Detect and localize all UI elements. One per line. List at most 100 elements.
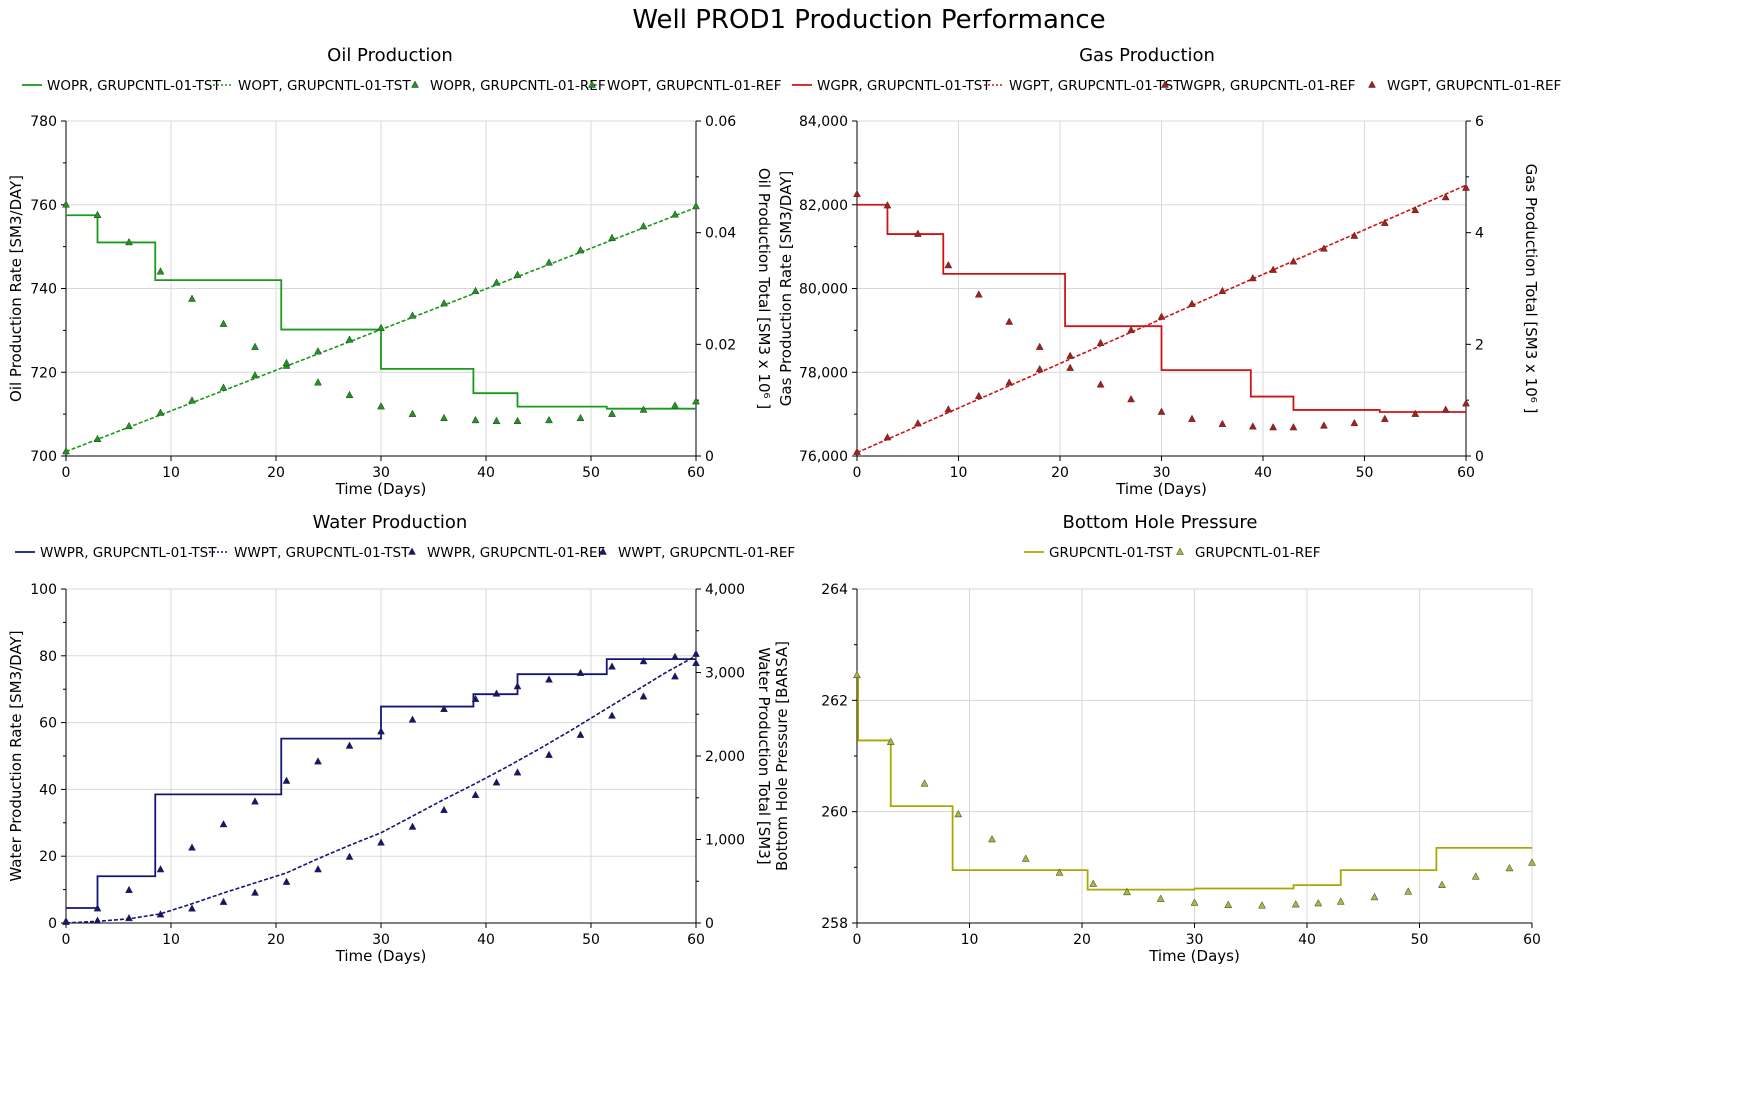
gas-legend-swatch xyxy=(1161,80,1169,88)
gas-data-point xyxy=(1441,405,1450,413)
bhp-data-point xyxy=(1190,898,1199,906)
gas-legend-label: WGPR, GRUPCNTL-01-TST xyxy=(817,78,991,94)
oil-data-point xyxy=(408,409,417,417)
gas-data-point xyxy=(883,201,892,209)
water-legend-label: WWPT, GRUPCNTL-01-REF xyxy=(618,545,795,561)
gas-y-tick-label: 80,000 xyxy=(799,282,848,298)
gas-legend-entry: WGPR, GRUPCNTL-01-REF xyxy=(1161,78,1355,94)
gas-data-point xyxy=(974,290,983,298)
gas-data-point xyxy=(1066,363,1075,371)
bhp-x-tick-label: 40 xyxy=(1298,932,1316,948)
water-legend-label: WWPT, GRUPCNTL-01-TST xyxy=(234,545,410,561)
oil-y-axis-label: Oil Production Rate [SM3/DAY] xyxy=(7,175,25,402)
oil-x-axis-label: Time (Days) xyxy=(335,480,427,498)
bhp-plot-area xyxy=(853,670,1536,909)
water-data-point xyxy=(440,805,448,814)
oil-data-point xyxy=(156,408,165,416)
gas-data-point xyxy=(1380,218,1389,226)
gas-data-point xyxy=(1319,421,1328,429)
water-y2-tick-label: 2,000 xyxy=(705,749,745,765)
oil-legend-label: WOPR, GRUPCNTL-01-TST xyxy=(47,78,221,94)
water-data-point xyxy=(471,694,480,702)
gas-data-point xyxy=(974,391,983,400)
gas-x-tick-label: 60 xyxy=(1457,465,1475,481)
bhp-data-point xyxy=(1123,887,1131,896)
bhp-data-point xyxy=(1404,887,1413,895)
gas-legend-label: WGPT, GRUPCNTL-01-REF xyxy=(1387,78,1561,94)
oil-y-tick-label: 780 xyxy=(30,114,57,130)
water-legend-swatch xyxy=(599,547,607,555)
gas-y-tick-label: 76,000 xyxy=(799,449,848,465)
bhp-data-point xyxy=(1505,863,1514,872)
water-x-tick-label: 20 xyxy=(267,932,285,948)
water-data-point xyxy=(608,662,616,670)
bhp-legend-label: GRUPCNTL-01-REF xyxy=(1195,545,1321,561)
bhp-x-tick-label: 10 xyxy=(961,932,979,948)
bhp-y-tick-label: 260 xyxy=(821,805,848,821)
oil-data-point xyxy=(471,415,480,424)
water-x-tick-label: 60 xyxy=(687,932,705,948)
oil-x-tick-label: 60 xyxy=(687,465,705,481)
gas-data-point xyxy=(853,189,861,198)
gas-data-point xyxy=(1411,409,1420,417)
bhp-data-point xyxy=(1156,894,1165,902)
water-data-point xyxy=(639,656,648,665)
oil-data-point xyxy=(219,319,228,327)
water-data-point xyxy=(219,819,228,828)
gas-data-point xyxy=(913,229,922,237)
water-x-axis-label: Time (Days) xyxy=(335,947,427,965)
gas-x-tick-label: 20 xyxy=(1051,465,1069,481)
gas-legend-entry: WGPT, GRUPCNTL-01-REF xyxy=(1368,78,1561,94)
gas-data-point xyxy=(913,419,922,427)
water-data-point xyxy=(345,741,354,749)
oil-legend-entry: WOPR, GRUPCNTL-01-TST xyxy=(22,78,221,94)
oil-data-point xyxy=(408,311,417,319)
bhp-y-tick-label: 258 xyxy=(821,916,848,932)
oil-y-tick-label: 720 xyxy=(30,365,57,381)
water-y-tick-label: 0 xyxy=(48,916,57,932)
water-data-point xyxy=(545,750,553,758)
bhp-title: Bottom Hole Pressure xyxy=(1063,512,1258,533)
bhp-data-point xyxy=(1471,872,1480,880)
gas-data-point xyxy=(1005,378,1014,386)
gas-y-tick-label: 82,000 xyxy=(799,198,848,214)
oil-data-point xyxy=(671,401,679,409)
oil-y2-tick-label: 0.02 xyxy=(705,337,736,353)
water-data-point xyxy=(156,910,165,918)
oil-data-point xyxy=(639,405,648,413)
water-x-tick-label: 50 xyxy=(582,932,600,948)
bhp-x-tick-label: 30 xyxy=(1186,932,1204,948)
gas-data-point xyxy=(1035,364,1044,373)
oil-data-point xyxy=(125,421,133,430)
bhp-legend-label: GRUPCNTL-01-TST xyxy=(1049,545,1173,561)
water-data-point xyxy=(692,649,700,657)
water-data-point xyxy=(251,888,259,896)
water-data-point xyxy=(639,692,648,700)
gas-y2-tick-label: 4 xyxy=(1475,226,1484,242)
water-data-point xyxy=(408,822,417,830)
oil-legend-swatch xyxy=(588,80,596,88)
gas-y-tick-label: 84,000 xyxy=(799,114,848,130)
bhp-x-tick-label: 50 xyxy=(1411,932,1429,948)
bhp-data-point xyxy=(1314,898,1323,907)
bhp-x-tick-label: 60 xyxy=(1523,932,1541,948)
gas-data-point xyxy=(1441,192,1450,201)
gas-data-point xyxy=(1462,399,1470,407)
gas-y2-tick-label: 0 xyxy=(1475,449,1484,465)
gas-title: Gas Production xyxy=(1079,45,1215,66)
gas-data-point xyxy=(1005,317,1014,325)
water-legend-entry: WWPT, GRUPCNTL-01-REF xyxy=(599,545,795,561)
gas-data-point xyxy=(1218,419,1227,427)
bhp-series-step-line xyxy=(857,674,1532,891)
gas-data-point xyxy=(1157,312,1166,320)
water-data-point xyxy=(608,711,616,719)
bhp-data-point xyxy=(1089,879,1098,887)
water-data-point xyxy=(251,797,259,805)
oil-data-point xyxy=(62,447,70,455)
water-data-point xyxy=(219,897,228,905)
oil-y-tick-label: 700 xyxy=(30,449,57,465)
oil-data-point xyxy=(492,278,501,286)
chart-water: Water Production 0 10 20 30 40 50 60 Time (Days)… xyxy=(7,512,795,965)
gas-data-point xyxy=(1269,265,1278,273)
water-legend-label: WWPR, GRUPCNTL-01-REF xyxy=(427,545,605,561)
